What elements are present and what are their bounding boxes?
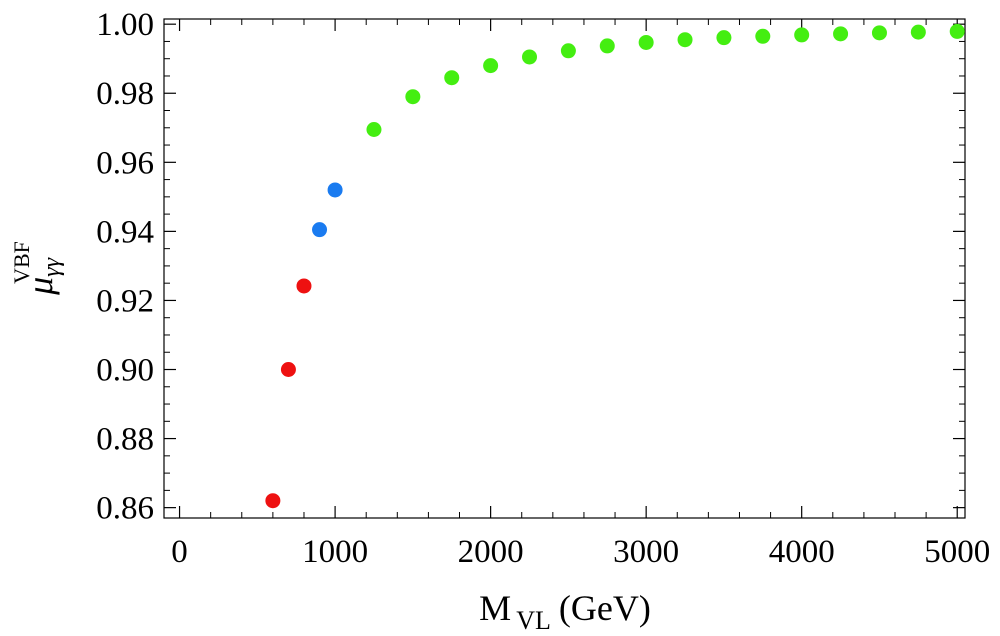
data-point-green	[949, 23, 965, 39]
data-point-red	[280, 362, 296, 378]
minor-ticks	[164, 19, 965, 518]
data-point-blue	[327, 182, 343, 198]
y-tick-label: 0.96	[96, 145, 154, 181]
y-axis-title: μγγ VBF	[9, 241, 65, 296]
data-point-green	[366, 122, 382, 138]
svg-text:μγγVBF: μγγ VBF	[9, 241, 65, 296]
y-tick-label: 0.88	[96, 422, 154, 458]
data-point-green	[560, 43, 576, 59]
data-point-green	[794, 27, 810, 43]
x-axis-title-subscript: VL	[516, 606, 551, 635]
x-tick-label: 3000	[613, 534, 679, 570]
data-point-green	[483, 58, 499, 74]
x-tick-label: 1000	[302, 534, 368, 570]
data-point-green	[522, 49, 538, 65]
y-axis-title-superscript: VBF	[9, 241, 34, 284]
x-tick-label: 0	[171, 534, 188, 570]
data-point-green	[833, 26, 849, 42]
data-point-green	[599, 38, 615, 54]
data-point-green	[910, 24, 926, 40]
major-ticks	[164, 19, 965, 518]
data-point-green	[638, 34, 654, 50]
y-axis-title-subscript: γγ	[39, 257, 65, 276]
data-points	[265, 23, 965, 509]
x-tick-label: 4000	[769, 534, 835, 570]
y-tick-label: 0.94	[96, 214, 154, 250]
x-axis-title-main: M	[479, 588, 511, 628]
data-point-green	[444, 70, 460, 86]
plot-frame	[163, 18, 966, 519]
x-axis-title: M VL (GeV)	[479, 588, 651, 635]
y-tick-label: 0.90	[96, 353, 154, 389]
y-tick-label: 1.00	[96, 7, 154, 43]
x-axis-title-unit: (GeV)	[559, 588, 651, 628]
data-point-green	[755, 28, 771, 44]
data-point-red	[265, 493, 281, 509]
data-point-blue	[312, 222, 328, 238]
data-point-green	[677, 32, 693, 48]
y-axis-title-main: μ	[20, 277, 60, 296]
data-point-green	[716, 30, 732, 46]
y-tick-label: 0.86	[96, 491, 154, 527]
y-tick-label: 0.98	[96, 76, 154, 112]
x-tick-labels: 0 1000 2000 3000 4000 5000	[171, 534, 990, 570]
data-point-green	[405, 89, 421, 105]
data-point-green	[871, 25, 887, 41]
y-tick-labels: 0.86 0.88 0.90 0.92 0.94 0.96 0.98 1.00	[96, 7, 154, 526]
x-tick-label: 2000	[458, 534, 524, 570]
data-point-red	[296, 278, 312, 294]
x-tick-label: 5000	[924, 534, 990, 570]
y-tick-label: 0.92	[96, 283, 154, 319]
